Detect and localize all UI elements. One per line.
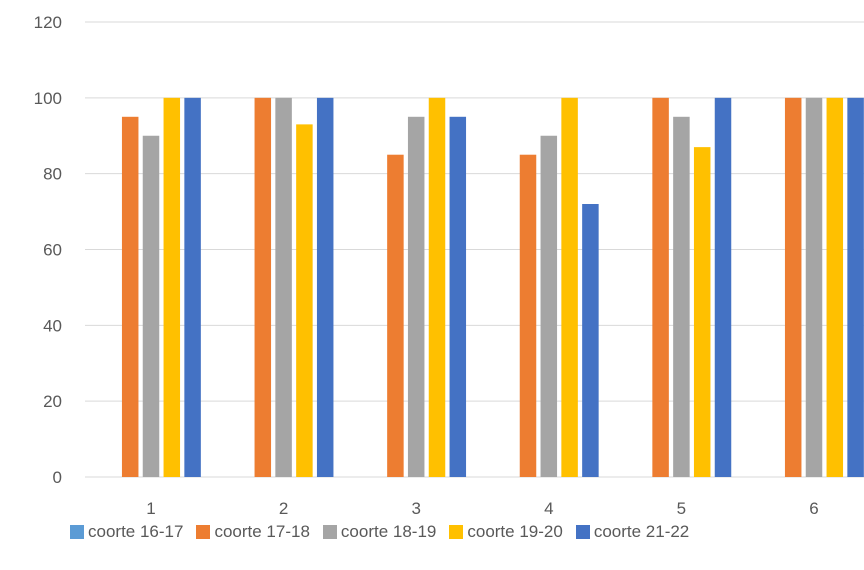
bar xyxy=(275,97,292,477)
bar xyxy=(847,97,864,477)
bar xyxy=(673,116,690,478)
legend-item: coorte 16-17 xyxy=(70,522,183,542)
legend-label: coorte 17-18 xyxy=(214,522,310,541)
y-axis-ticks: 0 20 40 60 80 100 120 xyxy=(34,13,62,487)
bar xyxy=(652,97,669,477)
y-tick-label: 0 xyxy=(53,468,62,487)
y-tick-label: 120 xyxy=(34,13,62,32)
bar xyxy=(449,116,467,478)
y-tick-label: 80 xyxy=(43,165,62,184)
bar xyxy=(254,97,272,477)
x-tick-label: 4 xyxy=(544,499,553,518)
bar xyxy=(407,116,425,478)
bar xyxy=(316,97,334,477)
x-tick-label: 3 xyxy=(411,499,420,518)
legend-swatch xyxy=(70,525,84,539)
legend-label: coorte 19-20 xyxy=(467,522,563,541)
bar xyxy=(805,97,823,477)
bar xyxy=(582,204,599,477)
y-tick-label: 60 xyxy=(43,241,62,260)
legend-item: coorte 19-20 xyxy=(449,522,563,542)
bar xyxy=(826,97,844,477)
bar xyxy=(428,97,446,477)
legend-label: coorte 16-17 xyxy=(88,522,184,541)
bar xyxy=(540,135,558,477)
legend-item: coorte 17-18 xyxy=(196,522,310,542)
bar xyxy=(561,97,578,477)
bar xyxy=(296,124,313,477)
x-tick-label: 5 xyxy=(677,499,686,518)
legend-swatch xyxy=(196,525,211,539)
bar xyxy=(121,116,139,478)
legend-swatch xyxy=(449,525,464,539)
bar xyxy=(784,97,802,477)
bar xyxy=(693,147,711,477)
bar xyxy=(714,97,732,477)
legend: coorte 16-17 coorte 17-18 coorte 18-19 coor… xyxy=(70,520,689,544)
x-tick-label: 2 xyxy=(279,499,288,518)
x-tick-label: 6 xyxy=(809,499,818,518)
legend-item: coorte 21-22 xyxy=(575,522,690,542)
legend-label: coorte 21-22 xyxy=(593,522,690,541)
bars xyxy=(121,97,864,478)
y-tick-label: 20 xyxy=(43,392,62,411)
legend-swatch xyxy=(575,525,590,539)
gridlines xyxy=(85,21,864,478)
y-tick-label: 100 xyxy=(34,89,62,108)
legend-item: coorte 18-19 xyxy=(322,522,437,542)
bar xyxy=(519,154,537,478)
legend-label: coorte 18-19 xyxy=(340,522,437,541)
bar xyxy=(387,154,404,478)
x-tick-label: 1 xyxy=(146,499,155,518)
bar xyxy=(184,97,201,477)
bar xyxy=(163,97,181,477)
x-axis-ticks: 1 2 3 4 5 6 xyxy=(146,499,818,518)
bar xyxy=(142,135,160,477)
y-tick-label: 40 xyxy=(43,316,62,335)
legend-swatch xyxy=(322,525,337,539)
